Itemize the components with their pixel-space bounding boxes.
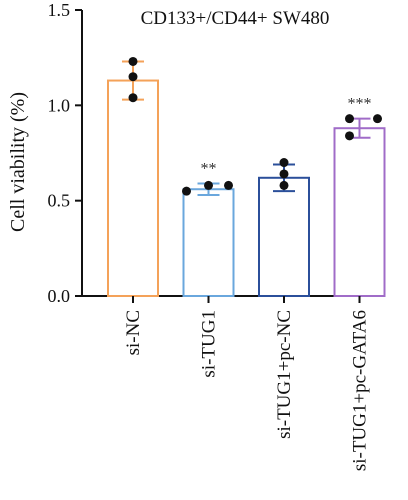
data-point — [279, 158, 289, 168]
chart-title: CD133+/CD44+ SW480 — [141, 8, 330, 29]
x-tick-label: si-TUG1+pc-GATA6 — [350, 310, 371, 471]
y-tick-label: 0.0 — [48, 286, 71, 306]
significance-label: ** — [201, 161, 217, 178]
data-point — [204, 180, 213, 190]
data-point — [128, 56, 138, 66]
y-tick-label: 0.5 — [48, 191, 71, 211]
bars — [107, 79, 386, 298]
data-point — [345, 114, 354, 124]
x-tick-label: si-TUG1+pc-NC — [274, 310, 295, 439]
data-points — [128, 56, 382, 196]
data-point — [279, 180, 289, 190]
y-tick-label: 1.0 — [48, 95, 71, 115]
x-tick-label: si-NC — [123, 310, 144, 355]
bar — [333, 127, 386, 297]
y-axis-label: Cell viability (%) — [7, 92, 29, 232]
bar — [182, 188, 235, 297]
data-point — [128, 93, 138, 103]
data-point — [224, 180, 233, 190]
bar — [258, 176, 310, 297]
x-tick-label: si-TUG1 — [199, 310, 220, 378]
significance-labels: ***** — [201, 96, 372, 178]
data-point — [182, 186, 191, 196]
significance-label: *** — [348, 96, 372, 113]
data-point — [345, 131, 354, 141]
data-point — [373, 114, 382, 124]
x-ticks: si-NC si-TUG1 si-TUG1+pc-NC si-TUG1+pc-GATA… — [123, 296, 371, 471]
data-point — [279, 169, 289, 179]
data-point — [128, 72, 138, 82]
y-ticks: 0.0 0.5 1.0 1.5 — [48, 0, 82, 306]
y-tick-label: 1.5 — [48, 0, 71, 20]
bar — [107, 79, 159, 298]
error-bars — [122, 60, 371, 196]
